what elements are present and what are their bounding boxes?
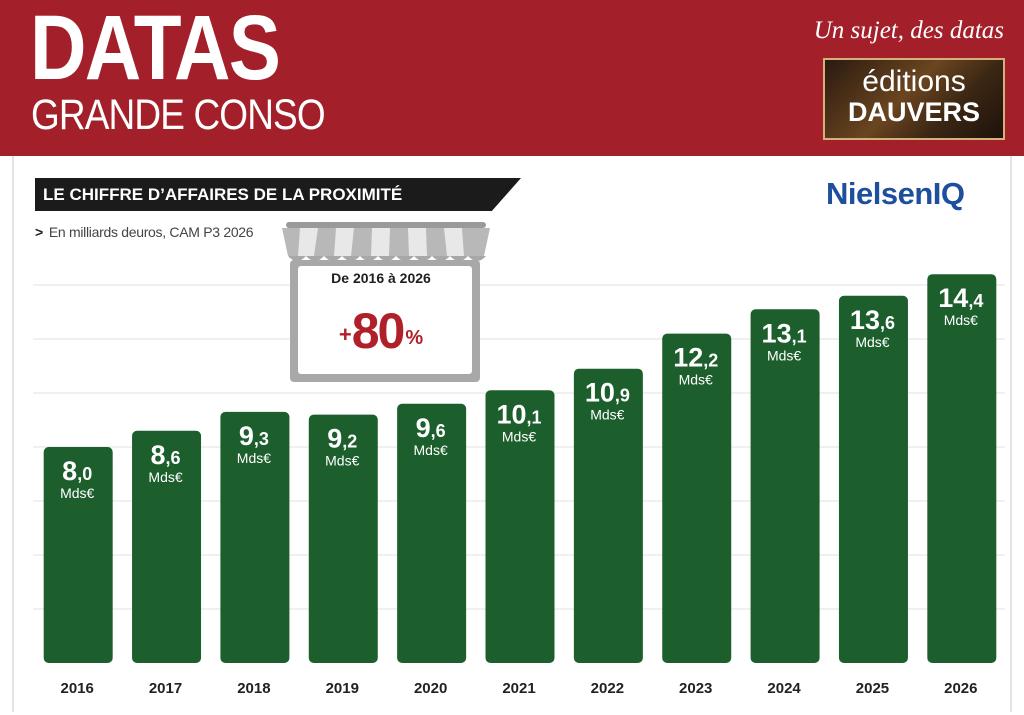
chart-title: LE CHIFFRE D’AFFAIRES DE LA PROXIMITÉ [35, 178, 521, 211]
subtitle-marker: > [35, 224, 43, 240]
bar-value-label: 10,9 [585, 378, 630, 408]
publisher-logo: éditions DAUVERS [823, 58, 1005, 140]
bar [485, 390, 555, 663]
bar [750, 309, 820, 663]
x-tick-label: 2026 [944, 680, 977, 697]
bar-unit-label: Mds€ [590, 407, 624, 423]
x-tick-label: 2018 [237, 680, 270, 697]
x-tick-label: 2024 [767, 680, 801, 697]
bar-unit-label: Mds€ [325, 453, 359, 469]
bar [132, 430, 202, 663]
bar [662, 333, 732, 663]
subtitle-text: En milliards deuros, CAM P3 2026 [48, 224, 254, 240]
x-tick-label: 2021 [502, 680, 535, 697]
x-axis: 2016 2017 2018 2019 2020 2021 2022 2023 2024 2025… [60, 680, 977, 697]
storefront-sign [298, 266, 472, 374]
bar-value-label: 8,6 [151, 440, 181, 470]
callout-value: +80% [303, 302, 459, 360]
x-tick-label: 2017 [149, 680, 182, 697]
bar-unit-label: Mds€ [855, 334, 889, 350]
tagline: Un sujet, des datas [813, 17, 1004, 44]
source-logo: NielsenIQ [826, 176, 965, 211]
header-banner: DATAS GRANDE CONSO Un sujet, des datas é… [0, 0, 1024, 156]
x-tick-label: 2020 [414, 680, 447, 697]
x-tick-label: 2016 [60, 680, 93, 697]
data-labels: 8,0Mds€8,6Mds€9,3Mds€9,2Mds€9,6Mds€10,1M… [60, 283, 983, 501]
callout-number: 80 [351, 303, 406, 359]
x-tick-label: 2019 [326, 680, 359, 697]
bar-unit-label: Mds€ [148, 469, 182, 485]
bar-value-label: 9,2 [327, 424, 357, 454]
publisher-logo-line2: DAUVERS [847, 97, 981, 127]
bar [573, 368, 643, 663]
bar-unit-label: Mds€ [414, 442, 448, 458]
bar-value-label: 12,2 [673, 343, 718, 373]
bar [43, 447, 113, 663]
bar-value-label: 13,6 [850, 305, 895, 335]
brand-subtitle: GRANDE CONSO [31, 91, 326, 139]
bar-value-label: 10,1 [496, 399, 541, 429]
callout-sign: + [338, 322, 352, 347]
bar-value-label: 13,1 [762, 318, 807, 348]
bar [927, 274, 997, 663]
bar-unit-label: Mds€ [60, 485, 94, 501]
bar-value-label: 9,6 [416, 413, 446, 443]
bar-value-label: 8,0 [62, 456, 92, 486]
chart-subtitle: > En milliards deuros, CAM P3 2026 [35, 224, 254, 240]
bar-unit-label: Mds€ [237, 450, 271, 466]
bar-value-label: 9,3 [239, 421, 269, 451]
bar [308, 414, 378, 663]
bar-unit-label: Mds€ [767, 347, 801, 363]
bars [43, 274, 997, 663]
bar [220, 411, 290, 663]
storefront-callout [282, 222, 490, 382]
awning-scallop [288, 256, 486, 261]
bar-unit-label: Mds€ [679, 372, 713, 388]
bar [838, 295, 908, 663]
publisher-logo-line1: éditions [862, 65, 966, 98]
bar-unit-label: Mds€ [944, 312, 978, 328]
brand-title: DATAS [30, 0, 281, 99]
bar-value-label: 14,4 [938, 283, 983, 313]
awning-stripes [298, 228, 464, 256]
callout-unit: % [405, 327, 424, 349]
bar-unit-label: Mds€ [502, 428, 536, 444]
awning-rail [286, 222, 486, 228]
x-tick-label: 2022 [591, 680, 624, 697]
bar [397, 403, 467, 663]
callout-period: De 2016 à 2026 [331, 270, 431, 286]
x-tick-label: 2023 [679, 680, 712, 697]
x-tick-label: 2025 [856, 680, 889, 697]
